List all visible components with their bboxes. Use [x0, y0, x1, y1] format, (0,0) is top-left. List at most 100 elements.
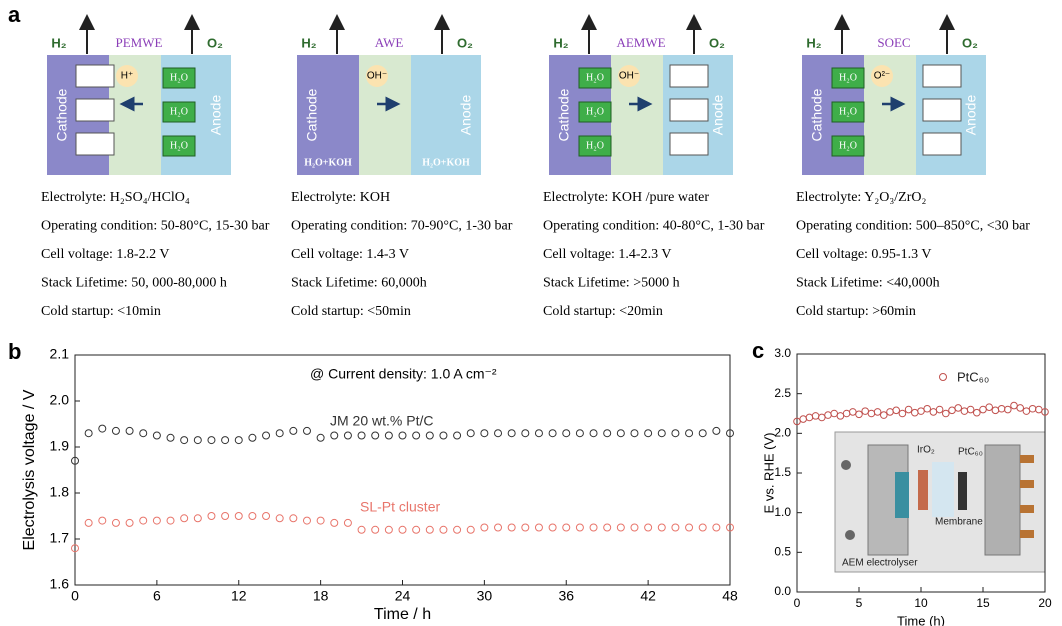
data-point: [548, 523, 557, 532]
ion-bubble: [871, 65, 893, 87]
water-label: H₂O: [170, 106, 188, 117]
data-point: [384, 431, 393, 440]
data-point: [494, 523, 503, 532]
data-point: [562, 429, 571, 438]
data-point: [439, 431, 448, 440]
data-point: [98, 516, 107, 525]
data-point: [316, 433, 325, 442]
data-point: [343, 431, 352, 440]
data-point: [657, 429, 666, 438]
empty-box: [75, 64, 115, 88]
data-point: [289, 514, 298, 523]
data-point: [644, 523, 653, 532]
annotation: @ Current density: 1.0 A cm⁻²: [310, 366, 497, 382]
data-point: [671, 523, 680, 532]
connector: [1020, 530, 1034, 538]
data-point: [534, 523, 543, 532]
water-label: H₂O: [839, 72, 857, 83]
inset-label: AEM electrolyser: [842, 558, 918, 569]
y-axis-label: Electrolysis voltage / V: [21, 389, 38, 550]
property: Cold startup: <20min: [543, 304, 663, 319]
panel-label: b: [8, 339, 21, 364]
data-point: [425, 525, 434, 534]
data-point: [644, 429, 653, 438]
data-point: [521, 523, 530, 532]
membrane: [932, 462, 954, 517]
gas-label: O₂: [709, 35, 725, 50]
data-point: [811, 412, 820, 420]
empty-box: [669, 98, 709, 122]
data-point: [979, 405, 987, 414]
data-point: [824, 411, 832, 419]
property: Electrolyte: KOH /pure water: [543, 190, 709, 205]
data-point: [966, 405, 975, 414]
data-point: [412, 525, 421, 534]
x-tick-label: 18: [313, 588, 329, 604]
y-tick-label: 2.0: [50, 392, 70, 408]
empty-box: [75, 132, 115, 156]
y-axis-label: E vs. RHE (V): [761, 433, 776, 514]
data-point: [302, 516, 311, 525]
y-tick-label: 1.5: [774, 465, 791, 479]
data-point: [371, 525, 380, 534]
empty-box: [922, 132, 962, 156]
anode: [411, 55, 481, 175]
anode-label: Anode: [458, 95, 474, 136]
data-point: [275, 514, 284, 523]
water-box: [578, 135, 612, 157]
property: Cold startup: <50min: [291, 304, 411, 319]
data-point: [960, 407, 969, 415]
data-point: [589, 429, 598, 438]
x-tick-label: 0: [794, 596, 801, 610]
data-point: [842, 409, 851, 418]
legend-marker: [939, 373, 947, 381]
data-point: [84, 518, 93, 527]
data-point: [289, 426, 298, 435]
inset-label: IrO₂: [917, 445, 935, 456]
data-point: [111, 518, 120, 527]
property: Electrolyte: Y₂O₃/ZrO₂: [796, 190, 926, 205]
data-point: [630, 429, 639, 438]
empty-box: [669, 132, 709, 156]
y-tick-label: 1.6: [50, 576, 70, 592]
property: Cell voltage: 1.8-2.2 V: [41, 247, 169, 262]
data-point: [805, 413, 814, 422]
data-point: [671, 429, 680, 438]
data-point: [954, 404, 963, 412]
data-point: [248, 433, 257, 442]
data-point: [221, 436, 230, 445]
data-point: [275, 429, 284, 438]
data-point: [425, 431, 434, 440]
data-point: [997, 404, 1006, 413]
y-tick-label: 2.1: [50, 346, 70, 362]
property: Operating condition: 70-90°C, 1-30 bar: [291, 219, 513, 234]
ion-bubble: [116, 65, 138, 87]
property: Stack Lifetime: 50, 000-80,000 h: [41, 276, 227, 291]
water-label: H₂O: [839, 106, 857, 117]
water-box: [831, 67, 865, 89]
cathode-label: Cathode: [54, 88, 70, 141]
data-point: [466, 429, 475, 438]
gas-label: H₂: [806, 35, 821, 50]
empty-box: [922, 64, 962, 88]
data-point: [534, 429, 543, 438]
cell-title: AWE: [375, 35, 404, 50]
inset-image: IrO₂ PtC₆₀ Membrane AEM electrolyser: [834, 431, 1046, 573]
water-label: H₂O: [586, 140, 604, 151]
x-tick-label: 20: [1038, 596, 1052, 610]
data-point: [111, 426, 120, 435]
property: Cell voltage: 0.95-1.3 V: [796, 247, 931, 262]
x-tick-label: 15: [976, 596, 990, 610]
y-tick-label: 3.0: [774, 346, 791, 360]
cathode-label: Cathode: [556, 88, 572, 141]
data-point: [466, 525, 475, 534]
data-point: [71, 544, 79, 553]
connector: [1020, 480, 1034, 488]
water-box: [578, 101, 612, 123]
x-axis-label: Time (h): [897, 613, 945, 626]
x-tick-label: 36: [558, 588, 574, 604]
cell-title: AEMWE: [616, 35, 665, 50]
data-point: [830, 409, 839, 418]
data-point: [439, 525, 448, 534]
data-point: [861, 407, 870, 415]
